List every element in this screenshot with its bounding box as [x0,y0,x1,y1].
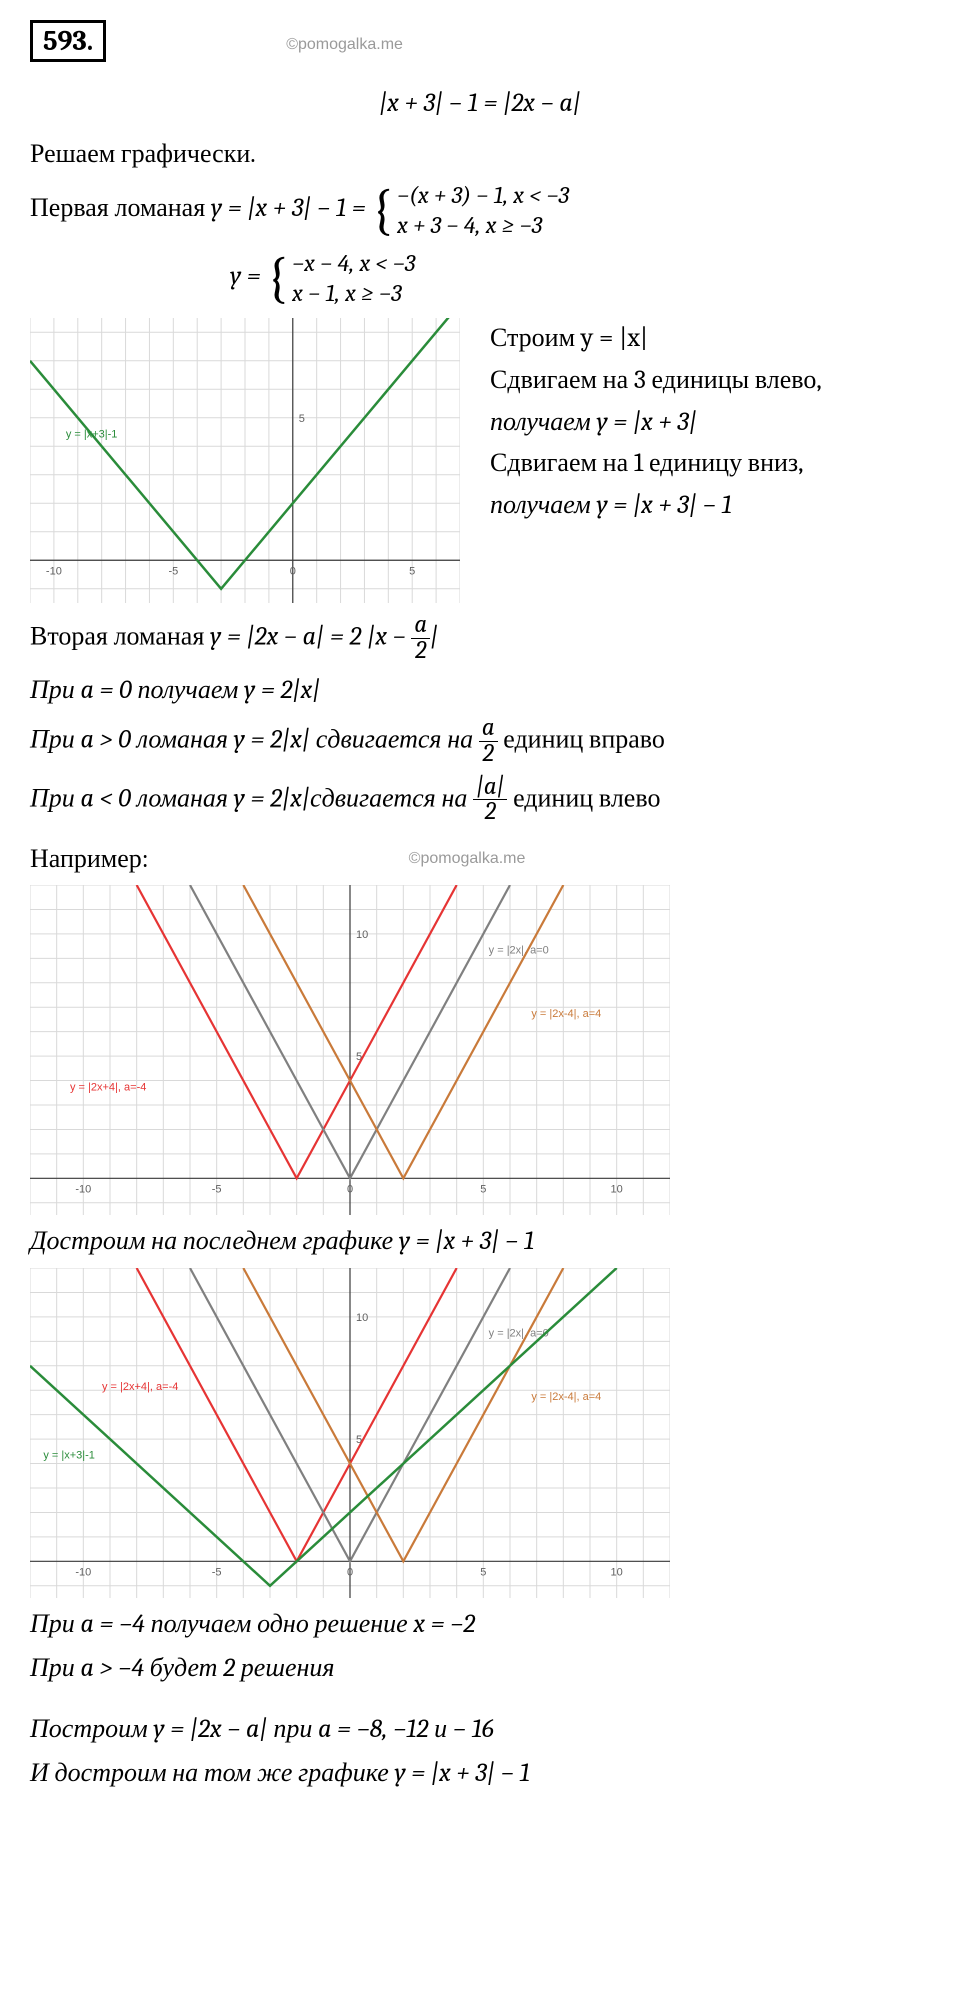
svg-text:-10: -10 [75,1566,91,1578]
piecewise2-prefix: y = [230,261,261,291]
case-apos-p2: единиц вправо [498,724,665,754]
svg-text:5: 5 [409,566,415,578]
chart1: -10 -5 0 5 5 y = |x+3|-1 [30,318,460,603]
frac-a-over-2: a2 [411,613,430,663]
svg-text:5: 5 [480,1566,486,1578]
case-a-zero: При a = 0 получаем y = 2|x| [30,672,930,708]
svg-text:y = |2x-4|, a=4: y = |2x-4|, a=4 [531,1008,601,1020]
piecewise-2: { −x − 4, x < −3 x − 1, x ≥ −3 [266,248,415,308]
example-row: Например: ©pomogalka.me [30,833,930,885]
side-line1: Строим y = |x| [490,318,930,360]
brace-icon: { [371,187,393,235]
build-next-2: И достроим на том же графике y = |x + 3|… [30,1755,930,1791]
piecewise-2-block: y = { −x − 4, x < −3 x − 1, x ≥ −3 [30,248,930,308]
example-label: Например: [30,841,149,877]
continue-on-last: Достроим на последнем графике y = |x + 3… [30,1223,930,1259]
case-apos-p1: При a > 0 ломаная y = 2|x| сдвигается на [30,724,479,754]
header-row: 593. ©pomogalka.me [30,20,930,70]
brace-icon: { [266,255,288,303]
side-line2: Сдвигаем на 3 единицы влево, [490,360,930,402]
case-a-positive: При a > 0 ломаная y = 2|x| сдвигается на… [30,716,930,766]
piecewise2-row2: x − 1, x ≥ −3 [292,278,415,308]
second-polyline-eq: y = |2x − a| = 2 |x − [210,622,411,652]
side-line4: Сдвигаем на 1 единицу вниз, [490,443,930,485]
piecewise1-row1: −(x + 3) − 1, x < −3 [397,180,569,210]
watermark-2: ©pomogalka.me [409,850,526,868]
svg-text:-10: -10 [46,566,62,578]
piecewise2-row1: −x − 4, x < −3 [292,248,415,278]
svg-text:10: 10 [356,929,368,941]
piecewise-1: { −(x + 3) − 1, x < −3 x + 3 − 4, x ≥ −3 [371,180,569,240]
svg-text:y = |2x+4|, a=-4: y = |2x+4|, a=-4 [102,1381,178,1393]
case-a-negative: При a < 0 ломаная y = 2|x|сдвигается на … [30,775,930,825]
svg-text:y = |2x-4|, a=4: y = |2x-4|, a=4 [531,1391,601,1403]
svg-text:10: 10 [356,1312,368,1324]
case-aneg-p1: При a < 0 ломаная y = 2|x|сдвигается на [30,783,473,813]
svg-text:0: 0 [347,1184,353,1196]
svg-text:-5: -5 [212,1566,222,1578]
chart2: -10-50510510y = |2x+4|, a=-4y = |2x|, a=… [30,885,930,1215]
svg-text:-5: -5 [168,566,178,578]
second-polyline-def: Вторая ломаная y = |2x − a| = 2 |x − a2| [30,613,930,663]
first-polyline-eq: y = |x + 3| − 1 = [211,193,366,223]
svg-text:0: 0 [347,1566,353,1578]
second-polyline-suffix: | [430,622,438,652]
svg-text:10: 10 [611,1566,623,1578]
result-a-minus4: При a = −4 получаем одно решение x = −2 [30,1606,930,1642]
problem-number: 593. [30,20,106,62]
watermark: ©pomogalka.me [286,36,403,54]
svg-text:5: 5 [299,413,305,425]
svg-text:0: 0 [290,566,296,578]
svg-text:-5: -5 [212,1184,222,1196]
svg-text:y = |2x+4|, a=-4: y = |2x+4|, a=-4 [70,1082,146,1094]
chart1-side-text: Строим y = |x| Сдвигаем на 3 единицы вле… [490,318,930,526]
svg-text:y = |x+3|-1: y = |x+3|-1 [43,1449,95,1461]
svg-text:10: 10 [611,1184,623,1196]
piecewise1-row2: x + 3 − 4, x ≥ −3 [397,210,569,240]
chart3: -10-50510510y = |2x+4|, a=-4y = |2x|, a=… [30,1268,930,1598]
svg-text:y = |2x|, a=0: y = |2x|, a=0 [489,945,549,957]
case-aneg-p2: единиц влево [507,783,660,813]
side-line3: получаем y = |x + 3| [490,402,930,444]
frac-absa2: |a|2 [473,775,507,825]
second-polyline-prefix: Вторая ломаная [30,622,210,652]
solve-graphically: Решаем графически. [30,136,930,172]
first-polyline-def: Первая ломаная y = |x + 3| − 1 = { −(x +… [30,180,930,240]
svg-text:-10: -10 [75,1184,91,1196]
chart1-row: -10 -5 0 5 5 y = |x+3|-1 Строим y = |x| Сдвиг… [30,318,930,603]
result-a-gt-minus4: При a > −4 будет 2 решения [30,1650,930,1686]
side-line5: получаем y = |x + 3| − 1 [490,485,930,527]
svg-text:5: 5 [480,1184,486,1196]
main-equation: |x + 3| − 1 = |2x − a| [30,88,930,118]
first-polyline-prefix: Первая ломаная [30,193,211,223]
svg-text:y = |x+3|-1: y = |x+3|-1 [66,429,118,441]
build-next-1: Построим y = |2x − a| при a = −8, −12 и … [30,1711,930,1747]
frac-a2-pos: a2 [479,716,498,766]
